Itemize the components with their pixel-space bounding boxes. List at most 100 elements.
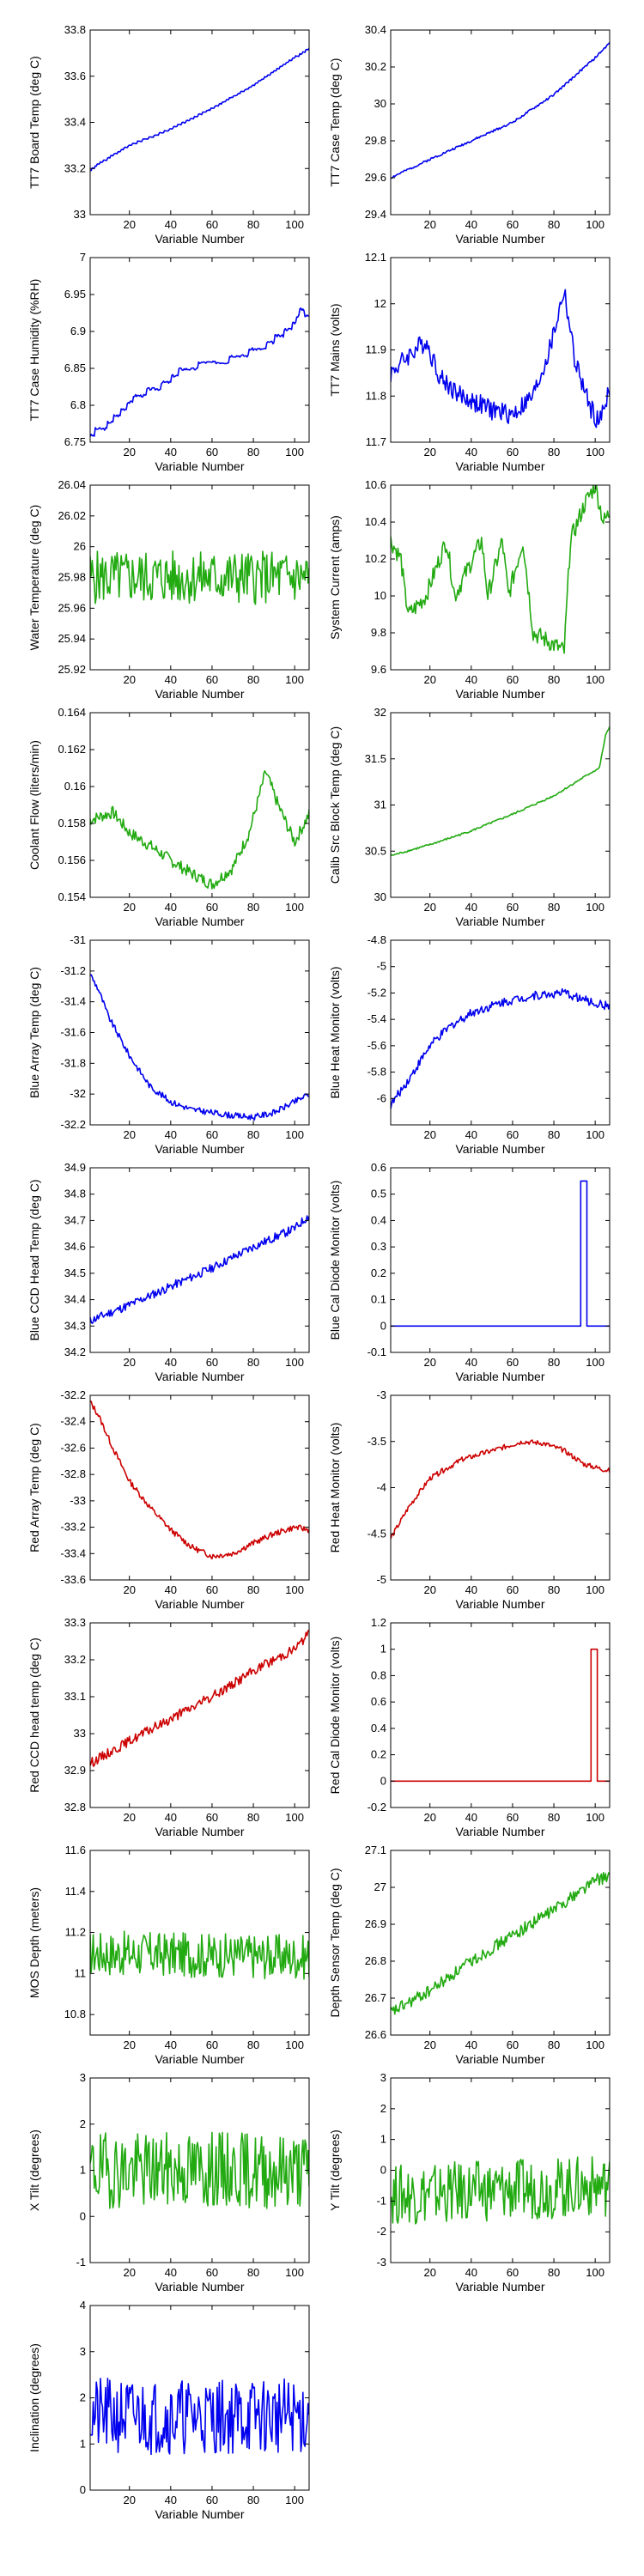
y-tick-label: 11.8 [366, 389, 386, 402]
y-tick-label: -33.2 [60, 1521, 86, 1534]
y-tick-label: 31 [374, 799, 386, 811]
y-tick-label: 32 [374, 706, 386, 719]
y-tick-label: 0.6 [371, 1695, 386, 1708]
x-tick-label: 60 [507, 1128, 519, 1141]
y-tick-label: 32.9 [64, 1764, 86, 1777]
y-tick-label: -32.8 [60, 1467, 86, 1480]
y-axis-label: TT7 Case Humidity (%RH) [27, 279, 41, 422]
plot-area [390, 939, 611, 1126]
x-tick-label: 40 [465, 218, 477, 231]
chart-panel: 20 40 60 80 100 6.75 6.8 6.85 6.9 6.95 7 Variable N… [27, 251, 310, 473]
x-tick-label: 60 [507, 2038, 519, 2051]
y-tick-label: 30.4 [365, 23, 386, 36]
y-tick-label: -33.6 [60, 1573, 86, 1586]
y-tick-label: 1 [380, 1643, 386, 1656]
y-tick-label: -32.4 [60, 1415, 86, 1428]
y-axis-label: Red Cal Diode Monitor (volts) [328, 1637, 342, 1795]
x-tick-label: 100 [285, 901, 304, 914]
y-tick-label: 0.156 [58, 854, 86, 866]
y-tick-label: 0.2 [371, 1748, 386, 1761]
x-tick-label: 40 [465, 1583, 477, 1596]
y-tick-label: 29.4 [365, 208, 386, 221]
y-tick-label: 4 [80, 2299, 86, 2312]
y-tick-label: 34.7 [64, 1213, 86, 1226]
y-axis-label: Coolant Flow (liters/min) [27, 740, 41, 870]
x-tick-label: 40 [165, 901, 177, 914]
y-tick-label: 0.158 [58, 817, 86, 829]
y-tick-label: 11.4 [65, 1885, 86, 1898]
y-tick-label: 3 [80, 2071, 86, 2084]
y-tick-label: 10 [374, 589, 386, 602]
chart-panel: 20 40 60 80 100 -0.2 0 0.2 0.4 0.6 0.8 1 1.2 Variable… [328, 1616, 611, 1838]
x-tick-label: 60 [206, 1583, 218, 1596]
x-tick-label: 60 [507, 218, 519, 231]
x-tick-label: 40 [165, 2494, 177, 2506]
plot-area [89, 939, 310, 1126]
y-tick-label: -32 [70, 1087, 86, 1100]
y-tick-label: -0.1 [368, 1346, 386, 1358]
x-axis-label: Variable Number [455, 1142, 544, 1156]
y-axis-label: Blue Heat Monitor (volts) [328, 966, 342, 1098]
x-tick-label: 100 [285, 2038, 304, 2051]
x-tick-label: 80 [548, 1811, 560, 1824]
series-line [391, 987, 610, 1109]
y-tick-label: 11.9 [366, 343, 386, 356]
y-tick-label: 25.94 [58, 632, 86, 645]
y-axis-label: TT7 Board Temp (deg C) [27, 56, 41, 189]
y-axis-label: Red Heat Monitor (volts) [328, 1423, 342, 1553]
x-tick-label: 20 [123, 901, 135, 914]
x-tick-label: 40 [165, 218, 177, 231]
plot-area [89, 1850, 310, 2036]
chart-panel: 20 40 60 80 100 0 1 2 3 4 Variable Number Inclinati… [27, 2299, 310, 2521]
x-axis-label: Variable Number [155, 232, 244, 246]
y-tick-label: 3 [80, 2345, 86, 2358]
x-tick-label: 40 [465, 1356, 477, 1369]
y-tick-label: -3 [376, 1388, 386, 1401]
x-tick-label: 20 [423, 2266, 435, 2279]
y-tick-label: 9.8 [371, 626, 386, 639]
y-axis-label: Y Tilt (degrees) [328, 2129, 342, 2211]
y-tick-label: 10.2 [365, 552, 386, 565]
chart-panel: 20 40 60 80 100 -3 -2 -1 0 1 2 3 Variable Number Y Ti… [328, 2071, 611, 2293]
y-tick-label: 11 [75, 1966, 87, 1979]
x-tick-label: 40 [465, 1128, 477, 1141]
x-tick-label: 100 [586, 1583, 605, 1596]
y-tick-label: 26.7 [365, 1991, 386, 2004]
y-tick-label: -6 [376, 1091, 386, 1104]
y-axis-label: System Current (amps) [328, 515, 342, 640]
y-axis-label: X Tilt (degrees) [27, 2129, 41, 2211]
series-line [391, 1648, 610, 1783]
y-tick-label: 0.1 [371, 1293, 386, 1306]
y-tick-label: 33.6 [64, 70, 86, 82]
y-tick-label: 26 [74, 540, 86, 553]
x-tick-label: 40 [165, 446, 177, 459]
y-tick-label: 2 [380, 2102, 386, 2115]
x-tick-label: 60 [206, 1811, 218, 1824]
x-tick-label: 100 [285, 673, 304, 686]
x-tick-label: 80 [247, 2494, 259, 2506]
y-tick-label: 30 [374, 97, 386, 110]
x-tick-label: 40 [165, 1583, 177, 1596]
x-tick-label: 100 [586, 2266, 605, 2279]
x-axis-label: Variable Number [155, 1825, 244, 1838]
x-tick-label: 100 [586, 2038, 605, 2051]
x-axis-label: Variable Number [455, 1825, 544, 1838]
x-axis-label: Variable Number [155, 1597, 244, 1611]
x-tick-label: 40 [165, 1811, 177, 1824]
x-tick-label: 60 [507, 1583, 519, 1596]
x-tick-label: 60 [507, 1811, 519, 1824]
x-tick-label: 100 [586, 218, 605, 231]
y-tick-label: 26.02 [58, 509, 86, 522]
y-tick-label: 33.2 [64, 1653, 86, 1666]
y-tick-label: 25.96 [58, 601, 86, 614]
x-tick-label: 100 [285, 1128, 304, 1141]
y-tick-label: -31 [70, 933, 86, 946]
chart-panel: 20 40 60 80 100 -1 0 1 2 3 Variable Number X Tilt (… [27, 2071, 310, 2293]
x-tick-label: 60 [206, 218, 218, 231]
y-tick-label: -32.2 [60, 1388, 86, 1401]
x-tick-label: 80 [548, 2266, 560, 2279]
x-tick-label: 20 [123, 1583, 135, 1596]
x-tick-label: 20 [123, 2038, 135, 2051]
y-tick-label: 2 [80, 2391, 86, 2404]
x-tick-label: 40 [465, 446, 477, 459]
